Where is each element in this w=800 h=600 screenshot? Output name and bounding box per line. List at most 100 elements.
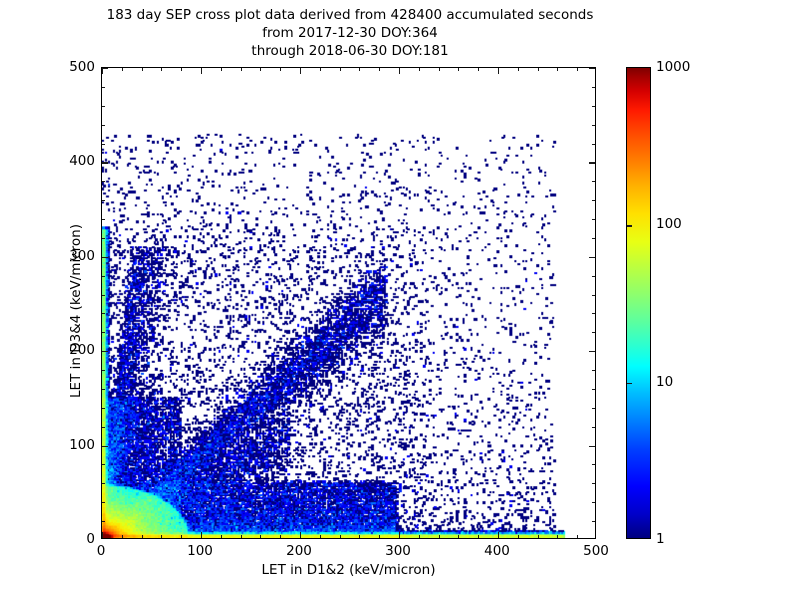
plot-title: 183 day SEP cross plot data derived from…: [0, 6, 700, 60]
y-tick-label: 400: [69, 153, 95, 170]
x-major-tick-top: [102, 68, 104, 74]
y-minor-tick: [102, 521, 106, 523]
y-tick-label: 500: [69, 59, 95, 75]
x-major-tick-top: [300, 68, 302, 74]
y-minor-tick: [102, 105, 106, 107]
x-major-tick-top: [399, 68, 401, 74]
y-minor-tick-right: [591, 294, 595, 296]
x-major-tick-top: [201, 68, 203, 74]
y-major-tick-right: [589, 351, 595, 353]
x-minor-tick: [280, 534, 282, 538]
y-axis-label: LET in D3&4 (keV/micron): [68, 224, 84, 398]
x-minor-tick-top: [121, 68, 123, 72]
y-tick-label: 100: [69, 436, 95, 453]
y-minor-tick: [102, 219, 106, 221]
y-minor-tick: [102, 502, 106, 504]
x-minor-tick: [359, 534, 361, 538]
y-minor-tick-right: [591, 407, 595, 409]
x-minor-tick-top: [458, 68, 460, 72]
y-minor-tick-right: [591, 502, 595, 504]
x-minor-tick-top: [577, 68, 579, 72]
x-minor-tick-top: [220, 68, 222, 72]
y-minor-tick: [102, 370, 106, 372]
x-minor-tick: [260, 534, 262, 538]
y-minor-tick-right: [591, 521, 595, 523]
y-minor-tick: [102, 388, 106, 390]
x-minor-tick-top: [161, 68, 163, 72]
y-minor-tick: [102, 275, 106, 277]
y-major-tick: [102, 445, 108, 447]
y-minor-tick-right: [591, 200, 595, 202]
x-minor-tick: [240, 534, 242, 538]
plot-axes: [101, 67, 596, 539]
y-minor-tick-right: [591, 370, 595, 372]
y-minor-tick-right: [591, 313, 595, 315]
colorbar-gradient: [626, 67, 651, 539]
x-minor-tick-top: [181, 68, 183, 72]
y-major-tick: [102, 351, 108, 353]
x-minor-tick: [537, 534, 539, 538]
colorbar-tick: [627, 382, 632, 384]
y-minor-tick: [102, 313, 106, 315]
y-minor-tick: [102, 483, 106, 485]
y-minor-tick-right: [591, 388, 595, 390]
y-minor-tick-right: [591, 464, 595, 466]
y-major-tick-right: [589, 445, 595, 447]
y-minor-tick-right: [591, 181, 595, 183]
y-tick-label: 200: [69, 342, 95, 359]
y-minor-tick-right: [591, 332, 595, 334]
x-minor-tick-top: [557, 68, 559, 72]
x-minor-tick: [458, 534, 460, 538]
scatter-density-canvas: [102, 68, 595, 538]
x-minor-tick: [557, 534, 559, 538]
x-major-tick: [399, 532, 401, 538]
x-minor-tick: [418, 534, 420, 538]
x-minor-tick-top: [438, 68, 440, 72]
x-minor-tick-top: [280, 68, 282, 72]
y-minor-tick-right: [591, 86, 595, 88]
x-tick-label: 200: [286, 543, 312, 559]
y-minor-tick-right: [591, 124, 595, 126]
x-minor-tick: [577, 534, 579, 538]
x-minor-tick-top: [517, 68, 519, 72]
x-minor-tick-top: [260, 68, 262, 72]
x-major-tick: [102, 532, 104, 538]
y-minor-tick-right: [591, 483, 595, 485]
colorbar-tick-label: 10: [656, 373, 674, 390]
y-major-tick-right: [589, 68, 595, 70]
x-minor-tick: [141, 534, 143, 538]
title-line-3: through 2018-06-30 DOY:181: [251, 43, 449, 59]
x-minor-tick-top: [359, 68, 361, 72]
colorbar-tick-label: 100: [656, 216, 682, 233]
y-minor-tick: [102, 124, 106, 126]
y-major-tick: [102, 256, 108, 258]
y-minor-tick: [102, 294, 106, 296]
y-minor-tick-right: [591, 143, 595, 145]
x-tick-label: 500: [583, 543, 609, 559]
y-major-tick-right: [589, 162, 595, 164]
y-minor-tick: [102, 464, 106, 466]
colorbar-tick-label: 1: [656, 531, 665, 547]
y-minor-tick: [102, 237, 106, 239]
title-line-2: from 2017-12-30 DOY:364: [262, 25, 438, 41]
x-major-tick-top: [498, 68, 500, 74]
x-minor-tick: [319, 534, 321, 538]
x-axis-label: LET in D1&2 (keV/micron): [261, 562, 436, 578]
y-minor-tick-right: [591, 426, 595, 428]
x-minor-tick: [220, 534, 222, 538]
y-minor-tick: [102, 200, 106, 202]
x-minor-tick-top: [478, 68, 480, 72]
y-minor-tick: [102, 407, 106, 409]
x-major-tick: [498, 532, 500, 538]
x-minor-tick-top: [379, 68, 381, 72]
y-minor-tick: [102, 86, 106, 88]
colorbar-tick: [627, 225, 632, 227]
x-minor-tick-top: [240, 68, 242, 72]
y-minor-tick-right: [591, 237, 595, 239]
colorbar: [626, 67, 651, 539]
x-minor-tick: [339, 534, 341, 538]
x-tick-label: 100: [187, 543, 213, 559]
x-minor-tick-top: [141, 68, 143, 72]
x-major-tick: [300, 532, 302, 538]
